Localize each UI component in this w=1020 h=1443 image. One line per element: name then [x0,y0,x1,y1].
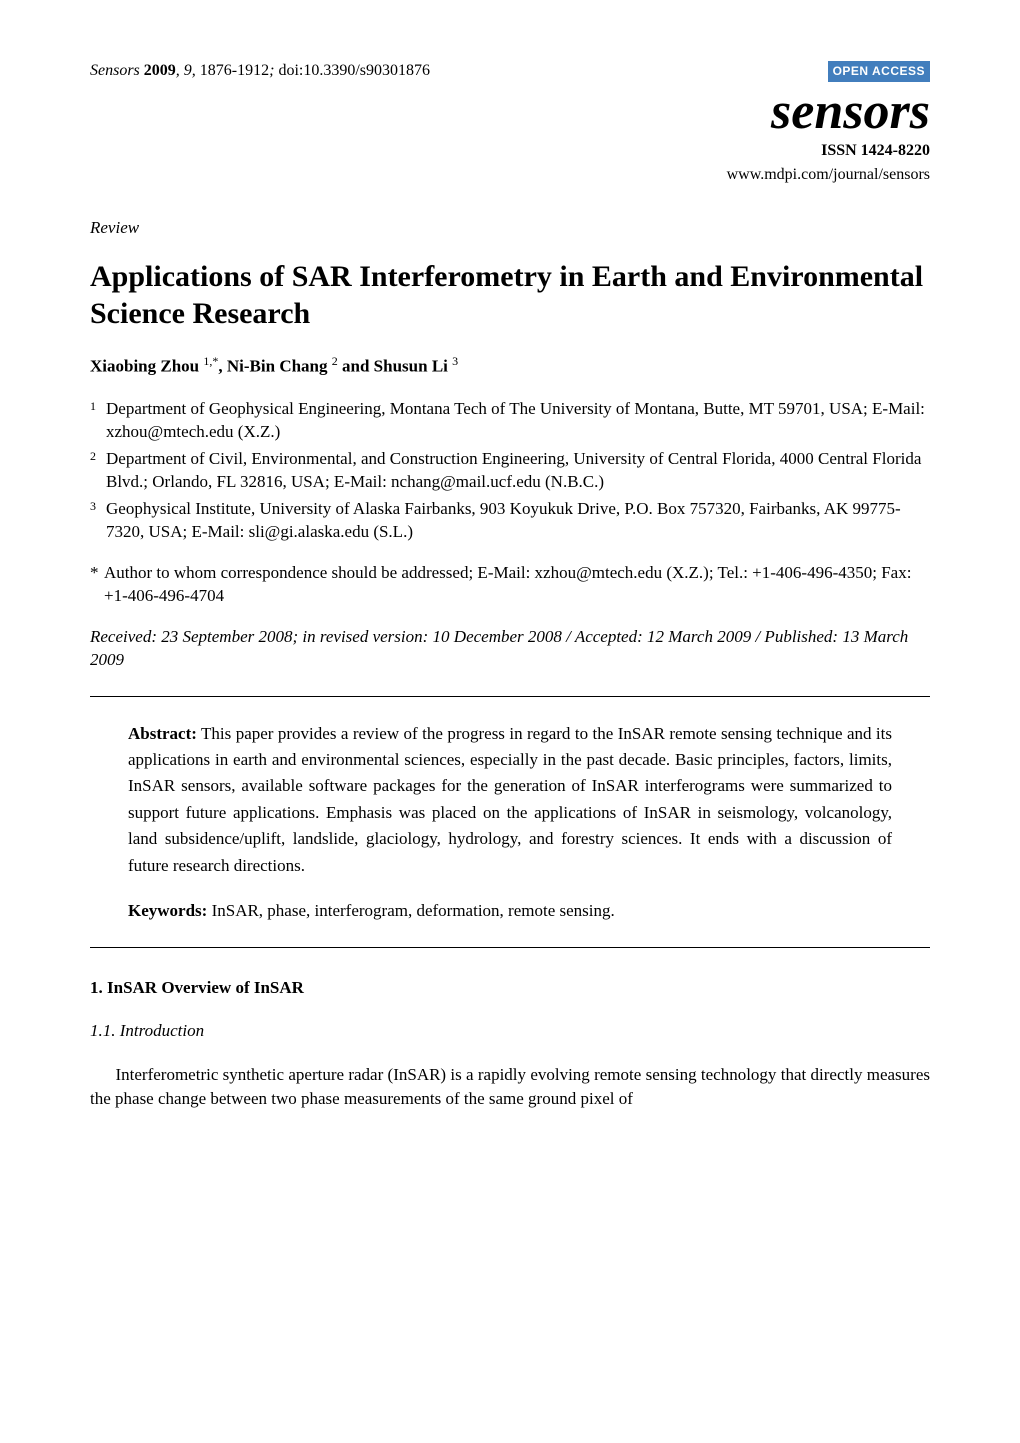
article-type: Review [90,216,930,240]
affiliations: 1 Department of Geophysical Engineering,… [90,398,930,544]
corresponding-author: * Author to whom correspondence should b… [90,562,930,608]
affil-text-2: Department of Civil, Environmental, and … [106,448,930,494]
keywords-body: InSAR, phase, interferogram, deformation… [207,901,614,920]
abstract-label: Abstract: [128,724,197,743]
citation-volume: 9 [184,62,192,79]
affil-num-1: 1 [90,398,102,444]
article-dates: Received: 23 September 2008; in revised … [90,626,930,672]
journal-brand-block: OPEN ACCESS sensors ISSN 1424-8220 www.m… [727,60,930,186]
citation-pages: 1876-1912 [200,62,269,79]
abstract-block: Abstract: This paper provides a review o… [90,697,930,947]
journal-citation: Sensors 2009, 9, 1876-1912; doi:10.3390/… [90,60,430,82]
author-1: Xiaobing Zhou [90,357,203,376]
citation-year: 2009 [144,62,176,79]
section-1-1-para-1: Interferometric synthetic aperture radar… [90,1063,930,1111]
affil-text-3: Geophysical Institute, University of Ala… [106,498,930,544]
citation-journal: Sensors [90,62,140,79]
corresponding-text: Author to whom correspondence should be … [104,562,930,608]
article-title: Applications of SAR Interferometry in Ea… [90,258,930,333]
affiliation-1: 1 Department of Geophysical Engineering,… [90,398,930,444]
author-1-affil: 1,* [203,354,218,368]
authors-line: Xiaobing Zhou 1,*, Ni-Bin Chang 2 and Sh… [90,353,930,378]
keywords-label: Keywords: [128,901,207,920]
affil-num-2: 2 [90,448,102,494]
abstract-body: This paper provides a review of the prog… [128,724,892,875]
open-access-badge: OPEN ACCESS [828,61,930,82]
author-sep-1: , Ni-Bin Chang [218,357,331,376]
abstract: Abstract: This paper provides a review o… [128,721,892,879]
journal-issn: ISSN 1424-8220 [727,140,930,162]
journal-logo: sensors [727,86,930,138]
affil-text-1: Department of Geophysical Engineering, M… [106,398,930,444]
affiliation-3: 3 Geophysical Institute, University of A… [90,498,930,544]
corresponding-star: * [90,562,104,608]
section-1-heading: 1. InSAR Overview of InSAR [90,976,930,1000]
page-header: Sensors 2009, 9, 1876-1912; doi:10.3390/… [90,60,930,186]
citation-doi: doi:10.3390/s90301876 [278,62,430,79]
affil-num-3: 3 [90,498,102,544]
author-sep-2: and Shusun Li [338,357,452,376]
author-3-affil: 3 [452,354,458,368]
divider-bottom [90,947,930,948]
journal-url: www.mdpi.com/journal/sensors [727,164,930,186]
keywords: Keywords: InSAR, phase, interferogram, d… [128,899,892,923]
section-1-1-heading: 1.1. Introduction [90,1019,930,1043]
affiliation-2: 2 Department of Civil, Environmental, an… [90,448,930,494]
